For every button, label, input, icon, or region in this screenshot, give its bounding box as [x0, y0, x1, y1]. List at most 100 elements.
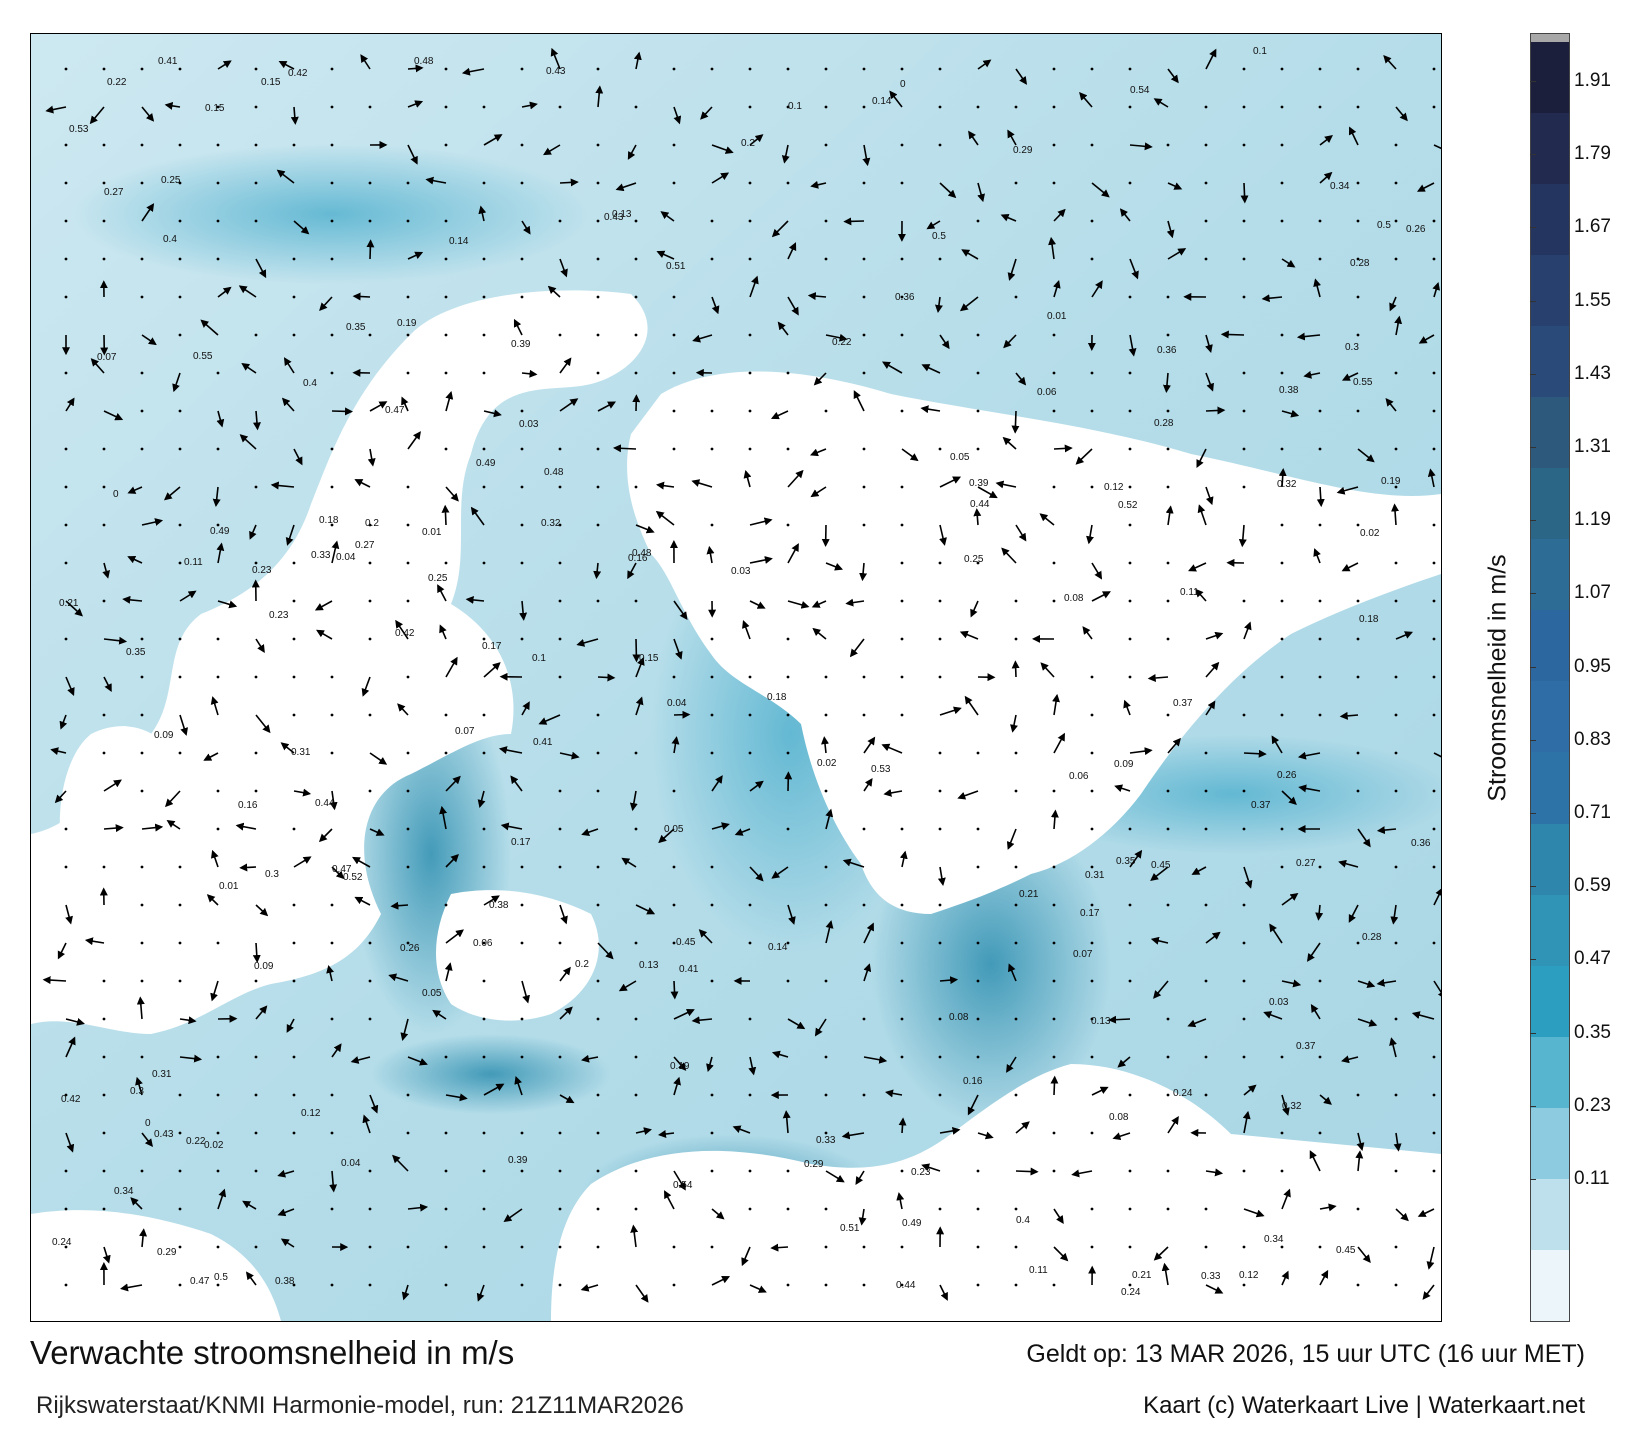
current-vector: [64, 523, 68, 527]
current-vector: [1010, 714, 1018, 733]
current-vector: [655, 510, 675, 526]
current-vector: [825, 1170, 845, 1183]
current-vector: [1319, 1269, 1329, 1286]
current-vector: [1318, 599, 1322, 603]
current-vector: [1167, 737, 1181, 754]
current-vector: [1356, 1093, 1360, 1097]
current-vector: [242, 1200, 257, 1210]
current-vector: [629, 790, 638, 812]
current-vector: [786, 941, 790, 945]
speed-label: 0.08: [949, 1012, 969, 1023]
current-vector: [140, 143, 144, 147]
current-vector: [1205, 700, 1216, 716]
current-vector: [749, 600, 766, 609]
current-vector: [1280, 599, 1284, 603]
current-vector: [1166, 1169, 1170, 1173]
colorbar-tick-label: 1.43: [1574, 362, 1611, 384]
current-vector: [786, 827, 790, 831]
current-vector: [691, 479, 713, 488]
current-vector: [330, 1017, 334, 1021]
current-vector: [65, 1018, 85, 1026]
speed-label: 0.31: [291, 747, 311, 758]
current-vector: [482, 295, 486, 299]
current-vector: [367, 448, 376, 467]
current-vector: [558, 675, 562, 679]
speed-label: 0.06: [1069, 771, 1089, 782]
current-vector: [1242, 1055, 1246, 1059]
current-vector: [366, 239, 375, 260]
current-vector: [369, 1094, 379, 1114]
current-vector: [200, 319, 219, 336]
current-vector: [64, 1093, 68, 1097]
current-vector: [900, 485, 904, 489]
current-vector: [1039, 513, 1055, 526]
current-vector: [65, 676, 75, 696]
current-vector: [559, 904, 568, 925]
current-vector: [862, 144, 871, 167]
current-vector: [1280, 67, 1284, 71]
current-vector: [285, 524, 295, 546]
current-vector: [1002, 436, 1017, 450]
speed-label: 0.11: [1180, 587, 1199, 598]
current-vector: [1395, 106, 1408, 122]
speed-label: 0.19: [397, 318, 417, 329]
current-vector: [901, 448, 919, 462]
speed-label: 0.2: [575, 959, 589, 970]
current-vector: [898, 1117, 907, 1134]
current-vector: [672, 941, 676, 945]
current-vector: [710, 979, 714, 983]
current-vector: [292, 675, 296, 679]
current-vector: [771, 220, 789, 238]
speed-label: 0.24: [52, 1237, 72, 1248]
colorbar-segment: [1531, 894, 1569, 966]
current-vector: [254, 485, 258, 489]
current-vector: [179, 714, 188, 736]
speed-label: 0.26: [1406, 224, 1426, 235]
current-vector: [178, 1093, 182, 1097]
current-vector: [316, 629, 333, 640]
speed-label: 0.5: [932, 231, 946, 242]
current-vector: [130, 1197, 143, 1210]
current-vector: [1356, 1132, 1365, 1151]
current-vector: [710, 257, 714, 261]
current-vector: [141, 106, 155, 122]
current-vector: [368, 561, 372, 565]
current-vector: [1319, 1203, 1337, 1212]
current-vector: [825, 562, 843, 571]
current-vector: [1204, 257, 1208, 261]
current-vector: [1394, 599, 1398, 603]
current-vector: [939, 1126, 961, 1135]
current-vector: [862, 1245, 866, 1249]
current-vector: [843, 217, 865, 226]
current-vector: [938, 1207, 942, 1211]
current-vector: [350, 1056, 371, 1064]
current-vector: [329, 1170, 338, 1193]
current-vector: [538, 714, 561, 725]
current-vector: [178, 979, 182, 983]
current-vector: [1297, 751, 1321, 760]
current-vector: [1318, 409, 1322, 413]
current-vector: [444, 1131, 448, 1135]
current-vector: [634, 827, 638, 831]
current-vector: [406, 599, 410, 603]
current-vector: [658, 828, 675, 844]
current-vector: [810, 180, 827, 189]
current-vector: [140, 1169, 144, 1173]
current-vector: [1242, 827, 1246, 831]
current-vector: [1416, 182, 1435, 192]
current-vector: [1162, 372, 1171, 393]
current-vector: [1052, 561, 1056, 565]
current-vector: [1204, 1245, 1208, 1249]
current-vector: [1053, 444, 1073, 453]
colorbar-tick-label: 1.55: [1574, 289, 1611, 311]
current-vector: [672, 181, 676, 185]
current-vector: [102, 523, 106, 527]
colorbar-tick-mark: [1530, 959, 1536, 961]
speed-label: 0.17: [511, 837, 531, 848]
colorbar-tick-label: 1.07: [1574, 582, 1611, 604]
current-vector: [520, 447, 524, 451]
current-vector: [217, 286, 232, 298]
current-vector: [900, 561, 904, 565]
current-vector: [42, 976, 67, 985]
current-vector: [216, 181, 220, 185]
